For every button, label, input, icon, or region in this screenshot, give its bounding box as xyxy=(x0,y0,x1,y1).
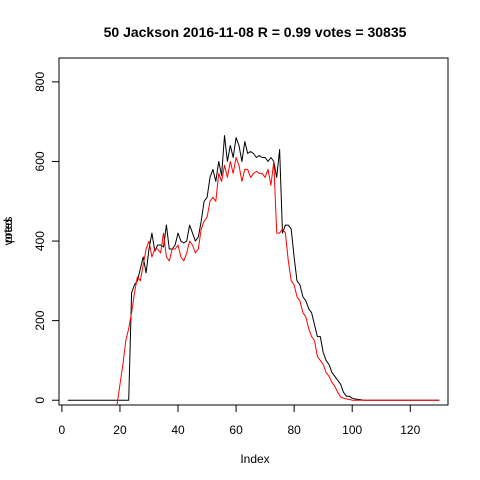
x-tick-label: 20 xyxy=(113,423,127,437)
plot-frame xyxy=(58,57,449,406)
x-axis: 0 20 40 60 80 100 120 xyxy=(59,404,421,437)
y-tick-label: 200 xyxy=(33,310,47,330)
y-axis-label-overprint: pred xyxy=(1,219,15,243)
x-tick-label: 80 xyxy=(287,423,301,437)
x-tick-label: 120 xyxy=(400,423,420,437)
series-layer xyxy=(67,135,440,405)
x-tick-label: 0 xyxy=(59,423,66,437)
y-tick-label: 0 xyxy=(33,397,47,404)
x-tick-label: 40 xyxy=(171,423,185,437)
x-tick-label: 60 xyxy=(229,423,243,437)
y-axis-label: votes xyxy=(1,217,15,246)
y-tick-label: 600 xyxy=(33,151,47,171)
series-line-2 xyxy=(116,157,440,405)
y-axis: 0 200 400 600 800 xyxy=(33,72,60,404)
x-tick-label: 100 xyxy=(342,423,362,437)
y-tick-label: 800 xyxy=(33,72,47,92)
chart-title: 50 Jackson 2016-11-08 R = 0.99 votes = 3… xyxy=(104,24,407,40)
x-axis-label: Index xyxy=(240,452,269,466)
y-tick-label: 400 xyxy=(33,231,47,251)
